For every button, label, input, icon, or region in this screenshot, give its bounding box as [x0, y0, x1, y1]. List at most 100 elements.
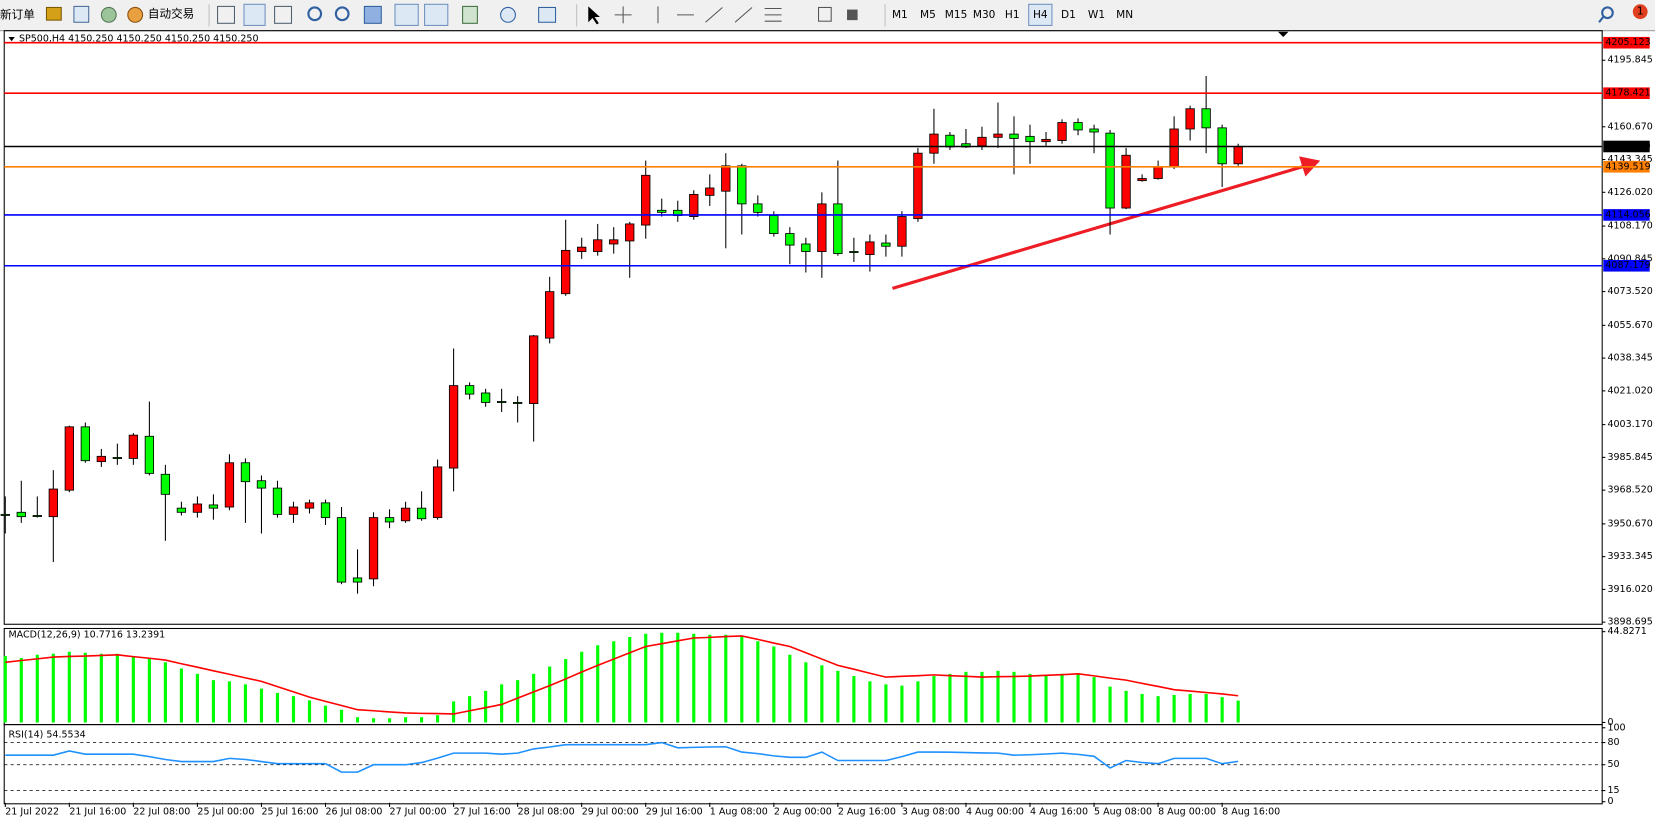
autotrading-icon[interactable] — [127, 6, 144, 23]
y-tick-label: 0 — [1607, 796, 1613, 807]
notification-badge[interactable] — [1632, 4, 1648, 20]
price-level-tag — [1603, 87, 1650, 100]
toolbar: 新订单 自动交易 — [0, 0, 1655, 32]
macd-signal — [5, 635, 1239, 715]
toolbar-bg — [0, 0, 1655, 31]
icon[interactable] — [100, 6, 117, 23]
price-level-label: 4150.250 — [1605, 141, 1650, 152]
icon[interactable] — [394, 3, 419, 26]
zoom-in[interactable] — [307, 6, 323, 22]
x-tick-label: 21 Jul 16:00 — [69, 807, 126, 818]
y-tick-label: 3985.845 — [1607, 452, 1652, 463]
price-level-tag — [1603, 160, 1650, 173]
candle-body — [512, 402, 523, 404]
y-tick-label: 4055.670 — [1607, 320, 1652, 331]
candle-body — [384, 517, 395, 523]
timeframe-button[interactable]: M1 — [892, 9, 908, 21]
timeframe-button[interactable]: H1 — [1005, 9, 1020, 21]
candle-body — [577, 246, 587, 252]
candle-body — [48, 488, 58, 518]
new-order-button[interactable]: 新订单 — [0, 7, 35, 21]
channel-tool[interactable] — [734, 7, 753, 23]
candle-body — [144, 435, 155, 474]
candle-body — [993, 133, 1003, 138]
timeframe-button[interactable]: M15 — [945, 9, 968, 21]
price-level-label: 4114.056 — [1605, 209, 1650, 220]
icon[interactable] — [45, 6, 62, 21]
x-tick-label: 28 Jul 08:00 — [518, 807, 575, 818]
timeframe-button[interactable]: H4 — [1033, 9, 1048, 21]
trendline-tool[interactable] — [705, 7, 723, 23]
icon[interactable] — [73, 5, 90, 23]
candle-body — [561, 249, 571, 295]
x-tick-label: 1 Aug 08:00 — [710, 807, 768, 818]
title-marker — [8, 37, 15, 42]
autotrading-button[interactable]: 自动交易 — [148, 6, 194, 20]
x-tick-label: 8 Aug 16:00 — [1222, 807, 1280, 818]
x-tick-label: 4 Aug 00:00 — [966, 807, 1024, 818]
panel-frame — [3, 30, 1603, 625]
x-tick-label: 25 Jul 00:00 — [197, 807, 254, 818]
y-tick-label: 4195.845 — [1607, 55, 1652, 66]
candle-body — [1169, 128, 1179, 168]
search[interactable] — [1598, 16, 1605, 23]
y-tick-label: 4143.345 — [1607, 154, 1652, 165]
icon[interactable] — [462, 5, 478, 24]
candle-body — [480, 392, 491, 403]
icon[interactable] — [217, 5, 235, 24]
price-level-tag — [1603, 259, 1650, 272]
candle-body — [32, 515, 42, 518]
timeframe-button[interactable]: W1 — [1088, 9, 1105, 21]
icon[interactable] — [243, 3, 266, 26]
candle-body — [224, 462, 235, 508]
icon[interactable] — [363, 5, 382, 24]
candle-body — [1201, 108, 1211, 129]
y-tick-label: 4003.170 — [1607, 419, 1652, 430]
y-tick-label: 4021.020 — [1607, 385, 1652, 396]
candle-body — [320, 502, 331, 519]
y-tick-label: 4038.345 — [1607, 353, 1652, 364]
candle-body — [416, 507, 427, 520]
candle-body — [737, 165, 747, 205]
rsi-line — [5, 741, 1239, 773]
candle-body — [1041, 138, 1051, 143]
y-tick-label: 3968.520 — [1607, 485, 1652, 496]
candle-body — [1185, 108, 1195, 130]
price-level-label: 4178.421 — [1605, 88, 1650, 99]
candle-body — [881, 242, 891, 247]
candle-body — [272, 487, 283, 515]
search[interactable] — [1601, 6, 1614, 20]
y-tick-label: 0 — [1607, 717, 1613, 728]
icon[interactable] — [500, 6, 516, 23]
candle-body — [929, 133, 939, 154]
candle-body — [769, 215, 779, 234]
timeframe-button[interactable]: D1 — [1061, 9, 1076, 21]
y-tick-label: 3950.670 — [1607, 518, 1652, 529]
shapes-tool[interactable] — [847, 9, 858, 21]
x-tick-label: 29 Jul 00:00 — [582, 807, 639, 818]
candle-body — [448, 385, 459, 469]
timeframe-button[interactable]: M5 — [920, 9, 936, 21]
candle-body — [641, 174, 651, 226]
label-tool[interactable] — [817, 6, 832, 22]
candle-body — [689, 193, 699, 217]
candle-body — [1057, 122, 1067, 141]
candle-body — [545, 291, 555, 339]
icon[interactable] — [424, 3, 449, 26]
icon[interactable] — [274, 5, 293, 24]
cursor-tool[interactable] — [588, 6, 600, 25]
y-tick-label: 3933.345 — [1607, 551, 1652, 562]
timeframe-active — [1028, 3, 1053, 26]
candle-body — [529, 335, 539, 404]
candle-body — [817, 203, 827, 252]
y-tick-label: 4160.670 — [1607, 121, 1652, 132]
candle-body — [160, 473, 171, 495]
y-tick-label: 50 — [1607, 759, 1619, 770]
timeframe-button[interactable]: M30 — [973, 9, 996, 21]
zoom-out[interactable] — [334, 6, 350, 22]
timeframe-button[interactable]: MN — [1116, 9, 1133, 21]
icon[interactable] — [538, 6, 557, 23]
x-tick-label: 27 Jul 16:00 — [454, 807, 511, 818]
